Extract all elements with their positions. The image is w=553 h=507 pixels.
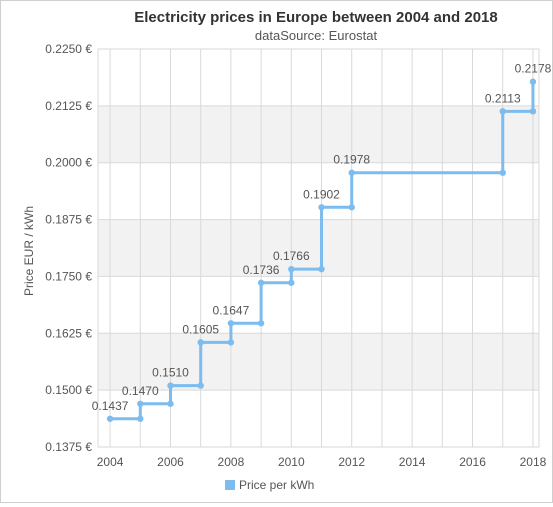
data-label: 0.1647: [213, 303, 250, 317]
series-layer: [106, 78, 537, 422]
plot-bands: [98, 49, 539, 447]
y-axis-label: Price EUR / kWh: [22, 206, 36, 296]
y-tick-label: 0.1625 €: [45, 326, 92, 340]
data-point[interactable]: [197, 339, 204, 346]
x-tick-label: 2012: [338, 455, 365, 469]
data-point[interactable]: [167, 382, 174, 389]
data-point[interactable]: [106, 415, 114, 422]
data-label: 0.2113: [485, 91, 521, 105]
data-label: 0.1437: [92, 399, 129, 413]
legend[interactable]: Price per kWh: [225, 478, 314, 492]
data-label: 0.1510: [152, 366, 189, 380]
data-point[interactable]: [257, 279, 265, 286]
data-point[interactable]: [499, 108, 506, 115]
plot-border: [97, 48, 540, 448]
data-label: 0.1605: [182, 322, 219, 336]
data-point[interactable]: [288, 265, 295, 273]
grid-lines: [97, 48, 540, 448]
y-tick-label: 0.2125 €: [45, 99, 92, 113]
step-end-point[interactable]: [197, 382, 204, 389]
data-point[interactable]: [529, 78, 537, 85]
step-end-point[interactable]: [227, 339, 235, 346]
plot-band: [98, 219, 539, 277]
y-tick-label: 0.2000 €: [45, 156, 92, 170]
data-point[interactable]: [137, 400, 144, 407]
x-axis-ticks: 2004 2006 2008 2010 2012 2014 2016 2018: [97, 455, 547, 469]
legend-label: Price per kWh: [239, 478, 314, 492]
x-tick-label: 2006: [157, 455, 184, 469]
data-point[interactable]: [348, 169, 355, 176]
step-end-point[interactable]: [257, 320, 265, 327]
data-point[interactable]: [227, 320, 235, 327]
legend-swatch: [225, 480, 235, 490]
chart-title: Electricity prices in Europe between 200…: [134, 9, 498, 26]
x-tick-label: 2010: [278, 455, 305, 469]
x-tick-label: 2004: [97, 455, 124, 469]
y-tick-label: 0.1500 €: [45, 383, 92, 397]
x-tick-label: 2016: [459, 455, 486, 469]
x-tick-label: 2008: [218, 455, 245, 469]
step-end-point[interactable]: [318, 265, 325, 273]
step-end-point[interactable]: [288, 279, 295, 286]
step-end-point[interactable]: [499, 169, 506, 176]
step-end-point[interactable]: [348, 204, 355, 211]
y-tick-label: 0.1875 €: [45, 213, 92, 227]
data-label: 0.1766: [273, 249, 310, 263]
step-end-point[interactable]: [167, 400, 174, 407]
chart-subtitle: dataSource: Eurostat: [255, 28, 378, 43]
step-end-point[interactable]: [137, 415, 144, 422]
step-end-point[interactable]: [529, 108, 537, 115]
data-label: 0.1736: [243, 263, 280, 277]
plot-band: [98, 105, 539, 163]
plot-band: [98, 276, 539, 334]
data-label: 0.1470: [122, 384, 159, 398]
x-tick-label: 2014: [399, 455, 426, 469]
y-tick-label: 0.1375 €: [45, 440, 92, 454]
data-point[interactable]: [318, 204, 325, 211]
y-tick-label: 0.2250 €: [45, 42, 92, 56]
y-axis-ticks: 0.1375 € 0.1500 € 0.1625 € 0.1750 € 0.1875 €…: [45, 42, 92, 454]
data-label: 0.1902: [303, 187, 340, 201]
plot-band: [98, 49, 539, 106]
data-label: 0.2178: [515, 62, 552, 76]
y-tick-label: 0.1750 €: [45, 269, 92, 283]
plot-band: [98, 333, 539, 391]
data-label: 0.1978: [333, 153, 370, 167]
x-tick-label: 2018: [520, 455, 547, 469]
